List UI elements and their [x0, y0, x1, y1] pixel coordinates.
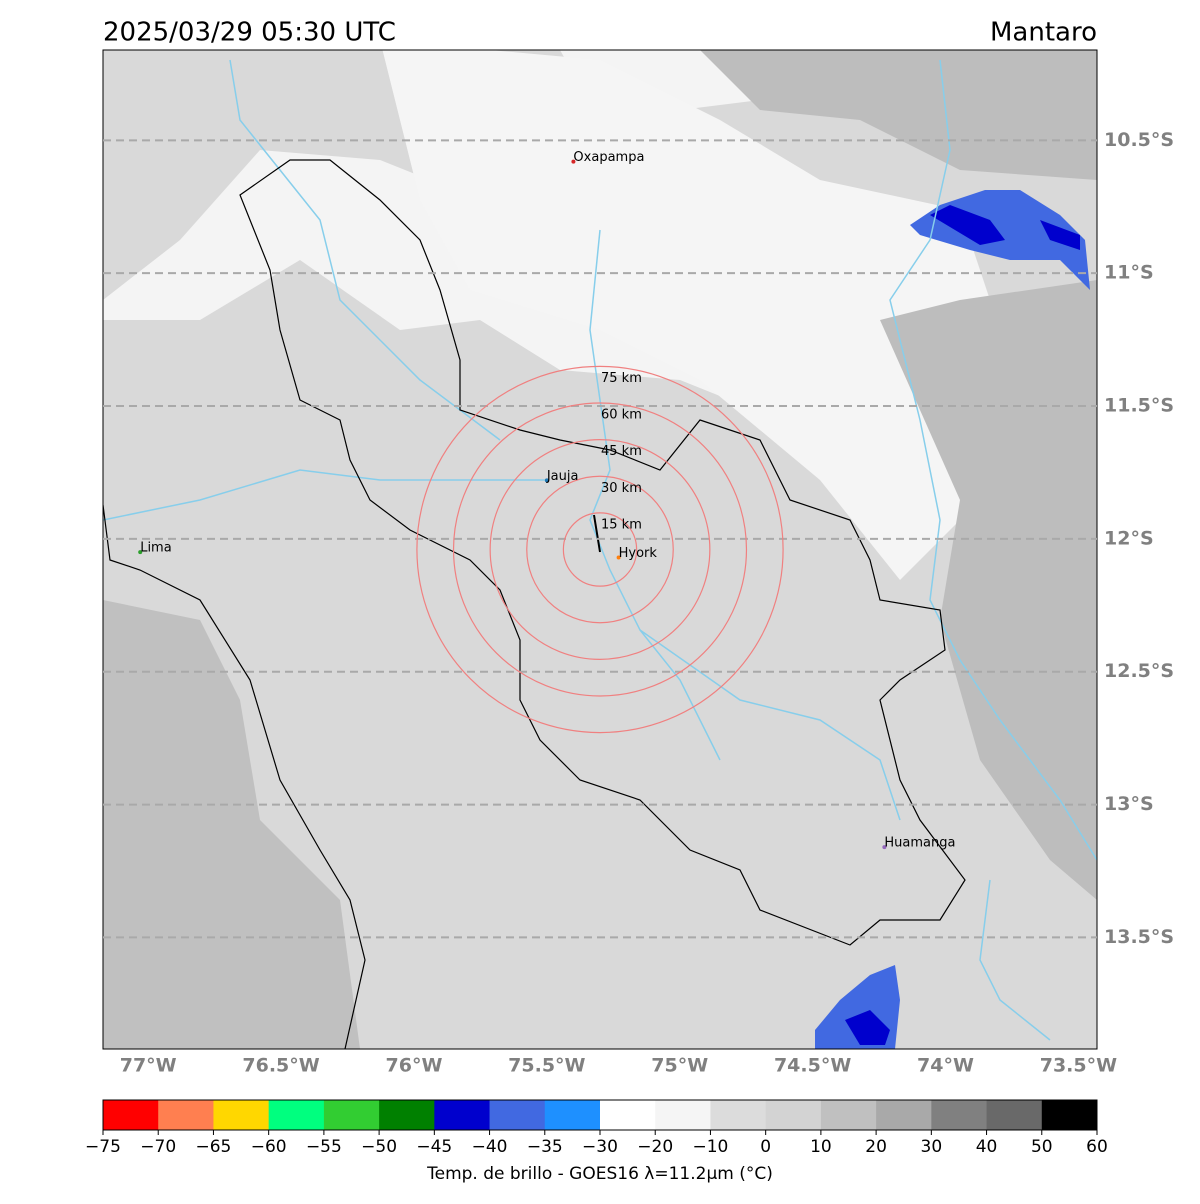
- lat-label: 13.5°S: [1104, 926, 1174, 948]
- rivers: [103, 59, 1097, 1041]
- lat-label: 13°S: [1104, 793, 1154, 815]
- colorbar-segment: [876, 1100, 932, 1130]
- city-label: Hyork: [619, 546, 658, 561]
- colorbar-segment: [489, 1100, 546, 1130]
- colorbar-segment: [268, 1100, 325, 1130]
- river: [979, 879, 1051, 1041]
- colorbar-tick-label: −60: [251, 1137, 287, 1157]
- lat-label: 11.5°S: [1104, 395, 1174, 417]
- colorbar-tick-label: −40: [472, 1137, 508, 1157]
- colorbar-tick-label: −65: [195, 1137, 231, 1157]
- lat-label: 10.5°S: [1104, 129, 1174, 151]
- colorbar-segment: [103, 1100, 159, 1130]
- ring-label: 75 km: [601, 371, 642, 386]
- city-label: Jauja: [546, 469, 579, 484]
- ring-label: 45 km: [601, 444, 642, 459]
- colorbar-tick-label: 40: [976, 1137, 998, 1157]
- colorbar-tick-label: −10: [692, 1137, 728, 1157]
- lon-label: 74.5°W: [774, 1055, 851, 1077]
- ring-label: 60 km: [601, 408, 642, 423]
- colorbar-tick-label: 60: [1086, 1137, 1108, 1157]
- colorbar-segment: [931, 1100, 988, 1130]
- lat-label: 11°S: [1104, 262, 1154, 284]
- cold-cloud-core: [930, 205, 1080, 250]
- lon-label: 77°W: [120, 1055, 177, 1077]
- imagery: [103, 50, 1097, 1049]
- colorbar-segment: [765, 1100, 822, 1130]
- region-name: Mantaro: [990, 18, 1097, 48]
- city-marker: [138, 550, 143, 555]
- river: [589, 229, 721, 761]
- city-label: Huamanga: [884, 836, 955, 851]
- lon-label: 75.5°W: [508, 1055, 585, 1077]
- colorbar-tick-label: −70: [140, 1137, 176, 1157]
- lon-label: 76.5°W: [242, 1055, 319, 1077]
- lat-label: 12°S: [1104, 527, 1154, 549]
- cold-cloud-core: [845, 1010, 890, 1045]
- city-label: Lima: [140, 541, 171, 556]
- city-marker: [882, 845, 887, 850]
- colorbar-tick-label: −55: [306, 1137, 342, 1157]
- imagery-dark: [700, 50, 1097, 900]
- colorbar-segment: [323, 1100, 380, 1130]
- city-label: Oxapampa: [573, 150, 644, 165]
- lat-label: 12.5°S: [1104, 660, 1174, 682]
- colorbar-tick-label: 30: [921, 1137, 943, 1157]
- track-line: [593, 514, 601, 553]
- range-ring: [526, 475, 674, 624]
- basin-outline: [239, 159, 966, 946]
- title: 2025/03/29 05:30 UTC: [103, 18, 396, 48]
- colorbar-tick-label: 20: [865, 1137, 887, 1157]
- coastline: [103, 504, 366, 1049]
- lon-label: 75°W: [651, 1055, 708, 1077]
- colorbar-tick-label: −30: [582, 1137, 618, 1157]
- range-ring: [489, 439, 711, 660]
- colorbar-segment: [379, 1100, 435, 1130]
- ring-label: 30 km: [601, 481, 642, 496]
- colorbar-segment: [158, 1100, 214, 1130]
- lon-label: 76°W: [386, 1055, 443, 1077]
- colorbar-segment: [544, 1100, 601, 1130]
- range-ring: [562, 512, 638, 587]
- colorbar-segment: [820, 1100, 877, 1130]
- colorbar-tick-label: −50: [361, 1137, 397, 1157]
- imagery-ocean: [103, 600, 360, 1049]
- colorbar-title: Temp. de brillo - GOES16 λ=11.2μm (°C): [426, 1164, 773, 1184]
- colorbar-tick-label: 50: [1031, 1137, 1053, 1157]
- colorbar-segment: [655, 1100, 711, 1130]
- ring-label: 15 km: [601, 517, 642, 532]
- colorbar-tick-label: −45: [416, 1137, 452, 1157]
- colorbar-tick-label: −75: [85, 1137, 121, 1157]
- colorbar-segment: [434, 1100, 491, 1130]
- colorbar-segment: [1041, 1100, 1098, 1130]
- colorbar-tick-label: 0: [760, 1137, 771, 1157]
- imagery-cloud: [382, 50, 1000, 580]
- city-marker: [571, 159, 576, 164]
- colorbar-segment: [986, 1100, 1043, 1130]
- city-marker: [616, 555, 621, 560]
- map-frame: [102, 49, 1098, 1050]
- lon-label: 74°W: [917, 1055, 974, 1077]
- boundaries: [103, 159, 966, 1049]
- colorbar-segment: [600, 1100, 656, 1130]
- colorbar-segment: [710, 1100, 767, 1130]
- colorbar-tick-label: −35: [527, 1137, 563, 1157]
- colorbar-tick-label: −20: [637, 1137, 673, 1157]
- river: [889, 59, 1097, 861]
- river: [639, 629, 901, 821]
- range-ring: [416, 365, 784, 734]
- range-ring: [452, 402, 748, 697]
- river: [103, 469, 545, 521]
- colorbar-tick-label: 10: [810, 1137, 832, 1157]
- river: [229, 59, 501, 441]
- colorbar-segment: [213, 1100, 270, 1130]
- lon-label: 73.5°W: [1040, 1055, 1117, 1077]
- city-marker: [544, 478, 549, 483]
